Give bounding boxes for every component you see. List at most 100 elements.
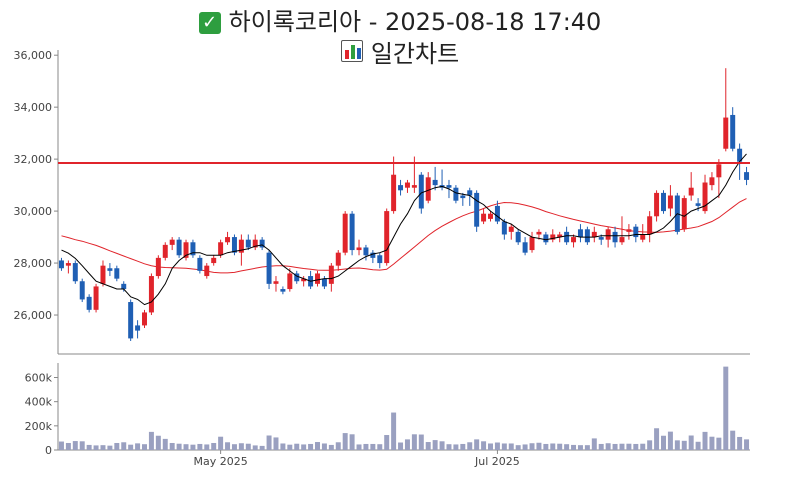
volume-bar <box>273 437 279 450</box>
candle-body <box>190 242 196 256</box>
candle-body <box>446 185 452 188</box>
candle-body <box>688 187 694 196</box>
price-tick-label: 36,000 <box>14 49 53 62</box>
volume-bar <box>128 444 134 450</box>
volume-bar <box>86 444 92 450</box>
volume-bar <box>654 428 660 450</box>
volume-bar <box>737 436 743 450</box>
candle-body <box>404 182 410 188</box>
volume-bar <box>335 442 341 450</box>
candle-body <box>169 239 175 245</box>
candle-body <box>418 174 424 209</box>
candle-body <box>321 278 327 287</box>
volume-bar <box>245 443 251 450</box>
candle-body <box>155 257 161 277</box>
candle-body <box>501 221 507 235</box>
candle-body <box>661 192 666 212</box>
volume-bar <box>121 442 127 450</box>
candle-body <box>598 237 604 240</box>
volume-bar <box>211 442 217 450</box>
volume-bar <box>446 444 452 450</box>
volume-bar <box>204 444 210 450</box>
bar-chart-icon <box>340 40 363 62</box>
chart-title: ✓ 하이록코리아 - 2025-08-18 17:40 <box>0 2 800 37</box>
candle-body <box>259 239 265 248</box>
volume-bar <box>238 443 244 450</box>
candle-body <box>723 117 729 149</box>
candle-body <box>135 325 141 331</box>
candle-body <box>605 229 611 240</box>
volume-bar <box>259 445 265 450</box>
candle-body <box>384 211 390 264</box>
volume-bar <box>315 442 320 450</box>
volume-bar <box>321 443 327 450</box>
price-tick-label: 32,000 <box>14 153 53 166</box>
volume-bar <box>612 443 618 450</box>
price-tick-label: 26,000 <box>14 309 53 322</box>
volume-bar <box>467 442 473 450</box>
volume-bar <box>488 443 493 450</box>
ma-long-line <box>61 198 747 274</box>
candle-body <box>335 252 341 266</box>
volume-bar <box>508 443 514 450</box>
candle-body <box>529 237 535 251</box>
candle-body <box>128 302 134 339</box>
chart-subtitle: 일간차트 <box>0 34 800 69</box>
candle-body <box>349 213 355 251</box>
candle-body <box>58 260 64 269</box>
candle-body <box>294 273 300 282</box>
candle-body <box>425 177 431 201</box>
candle-body <box>398 185 404 191</box>
candle-body <box>176 239 182 256</box>
candle-body <box>571 237 577 243</box>
candle-body <box>460 195 466 199</box>
volume-bar <box>723 366 729 450</box>
candle-body <box>245 239 251 248</box>
candle-body <box>474 192 480 227</box>
candle-body <box>508 226 514 232</box>
volume-tick-label: 0 <box>45 444 52 457</box>
candle-body <box>225 237 231 243</box>
candle-body <box>647 216 653 235</box>
volume-bar <box>584 445 590 450</box>
volume-bar <box>79 441 85 450</box>
volume-bar <box>633 443 639 450</box>
candle-body <box>183 242 189 258</box>
x-axis: May 2025 Jul 2025 <box>194 450 520 468</box>
volume-bar <box>218 436 224 450</box>
volume-bar <box>571 444 577 450</box>
volume-bar <box>72 441 78 450</box>
candle-body <box>211 257 217 264</box>
volume-bar <box>688 435 694 450</box>
volume-bar <box>162 438 168 450</box>
ma-short-line <box>61 153 747 306</box>
volume-bar <box>135 443 141 450</box>
volume-bar <box>411 434 417 450</box>
candle-body <box>356 247 362 251</box>
candle-body <box>79 281 85 300</box>
volume-bar <box>356 444 362 450</box>
candle-body <box>72 263 78 282</box>
volume-bar <box>148 431 154 450</box>
candle-body <box>65 263 71 266</box>
candle-body <box>626 229 632 232</box>
candle-body <box>550 234 556 240</box>
volume-bar <box>481 441 487 450</box>
candle-body <box>488 213 493 219</box>
volume-bar <box>377 444 383 450</box>
candle-body <box>107 268 113 271</box>
price-tick-label: 30,000 <box>14 205 53 218</box>
volume-bar <box>183 444 189 450</box>
volume-bar <box>709 436 715 450</box>
volume-bar <box>391 412 397 450</box>
volume-bar <box>404 439 410 450</box>
volume-bar <box>252 445 258 450</box>
volume-bar <box>142 444 147 450</box>
volume-bar <box>564 444 570 450</box>
candle-body <box>702 182 708 212</box>
volume-bar <box>647 440 653 450</box>
candle-body <box>370 252 376 258</box>
candle-body <box>744 172 750 180</box>
candle-body <box>453 187 459 201</box>
candle-body <box>709 177 715 186</box>
